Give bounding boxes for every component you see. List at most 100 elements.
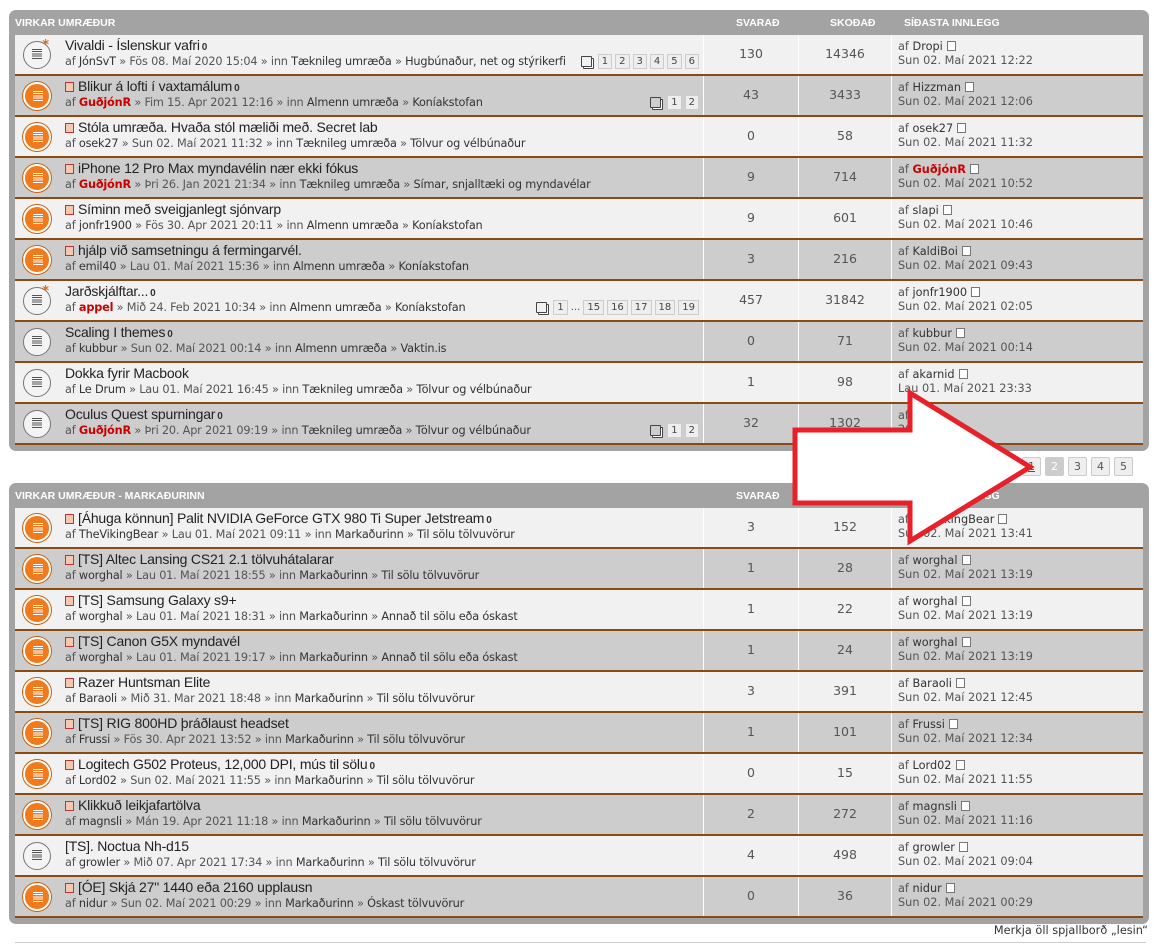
- last-post-author[interactable]: worghal: [912, 636, 958, 649]
- topic-title-link[interactable]: iPhone 12 Pro Max myndavélin nær ekki fó…: [78, 160, 359, 176]
- last-post-author[interactable]: nidur: [912, 882, 942, 895]
- forum-link[interactable]: Markaðurinn: [299, 569, 368, 582]
- last-post-author[interactable]: kubbur: [912, 327, 953, 340]
- author-link[interactable]: Le Drum: [78, 383, 126, 396]
- last-post-author[interactable]: akarnid: [912, 368, 955, 381]
- author-link[interactable]: osek27: [78, 137, 119, 150]
- forum-link[interactable]: Markaðurinn: [301, 815, 371, 828]
- subforum-link[interactable]: Til sölu tölvuvörur: [417, 528, 515, 541]
- subforum-link[interactable]: Vaktin.is: [400, 342, 447, 355]
- go-to-last-post-icon[interactable]: [945, 883, 955, 893]
- last-post-author[interactable]: Frussi: [912, 718, 945, 731]
- topic-title-link[interactable]: Stóla umræða. Hvaða stól mæliði með. Sec…: [78, 119, 378, 135]
- page-link[interactable]: 15: [583, 300, 605, 315]
- subforum-link[interactable]: Koníakstofan: [395, 301, 466, 314]
- forum-link[interactable]: Almenn umræða: [293, 260, 385, 273]
- new-post-icon[interactable]: [65, 514, 74, 524]
- last-post-author[interactable]: Hizzman: [912, 81, 962, 94]
- new-post-icon[interactable]: [65, 555, 74, 565]
- subforum-link[interactable]: Til sölu tölvuvörur: [381, 569, 480, 582]
- last-post-author[interactable]: worghal: [912, 554, 958, 567]
- page-link[interactable]: 2: [615, 54, 630, 69]
- last-post-author[interactable]: Lord02: [912, 759, 952, 772]
- topic-title-link[interactable]: Dokka fyrir Macbook: [65, 365, 189, 381]
- go-to-last-post-icon[interactable]: [965, 82, 975, 92]
- forum-link[interactable]: Tæknileg umræða: [302, 383, 403, 396]
- last-post-author[interactable]: GuðjónR: [912, 163, 966, 176]
- new-post-icon[interactable]: [65, 678, 74, 688]
- forum-link[interactable]: Markaðurinn: [295, 856, 365, 869]
- last-post-author[interactable]: growler: [912, 841, 955, 854]
- topic-title-link[interactable]: [TS] RIG 800HD þráðlaust headset: [78, 715, 289, 731]
- forum-link[interactable]: Almenn umræða: [306, 219, 399, 232]
- page-link[interactable]: 2: [684, 95, 699, 110]
- page-link[interactable]: 17: [630, 300, 652, 315]
- page-link[interactable]: 19: [678, 300, 699, 315]
- go-to-last-post-icon[interactable]: [960, 801, 970, 811]
- subforum-link[interactable]: Til sölu tölvuvörur: [367, 733, 465, 746]
- author-link[interactable]: JónSvT: [78, 55, 116, 68]
- go-to-last-post-icon[interactable]: [955, 760, 965, 770]
- topic-title-link[interactable]: Scaling I themes: [65, 324, 166, 340]
- mark-all-read-link[interactable]: Merkja öll spjallborð „lesin“: [993, 924, 1148, 937]
- page-link[interactable]: 1: [667, 423, 682, 438]
- forum-link[interactable]: Markaðurinn: [285, 897, 354, 910]
- author-link[interactable]: GuðjónR: [78, 96, 131, 109]
- forum-link[interactable]: Tæknileg umræða: [299, 178, 401, 191]
- go-to-last-post-icon[interactable]: [942, 205, 952, 215]
- go-to-last-post-icon[interactable]: [961, 637, 971, 647]
- subforum-link[interactable]: Tölvur og vélbúnaður: [415, 424, 531, 437]
- last-post-author[interactable]: KaldiBoi: [912, 245, 958, 258]
- go-to-last-post-icon[interactable]: [961, 246, 971, 256]
- topic-title-link[interactable]: [TS] Samsung Galaxy s9+: [78, 592, 237, 608]
- new-post-icon[interactable]: [65, 246, 74, 256]
- forum-link[interactable]: Almenn umræða: [306, 96, 399, 109]
- subforum-link[interactable]: Óskast tölvuvörur: [367, 897, 465, 910]
- page-link[interactable]: 3: [632, 54, 647, 69]
- go-to-last-post-icon[interactable]: [948, 719, 958, 729]
- new-post-icon[interactable]: [65, 719, 74, 729]
- topic-title-link[interactable]: Klikkuð leikjafartölva: [78, 797, 201, 813]
- go-to-last-post-icon[interactable]: [955, 678, 965, 688]
- go-to-last-post-icon[interactable]: [961, 555, 971, 565]
- new-post-icon[interactable]: [65, 82, 74, 92]
- author-link[interactable]: emil40: [78, 260, 117, 273]
- forum-link[interactable]: Almenn umræða: [295, 342, 387, 355]
- topic-title-link[interactable]: Logitech G502 Proteus, 12,000 DPI, mús t…: [78, 756, 368, 772]
- author-link[interactable]: kubbur: [78, 342, 118, 355]
- new-post-icon[interactable]: [65, 205, 74, 215]
- forum-link[interactable]: Tæknileg umræða: [296, 137, 397, 150]
- new-post-icon[interactable]: [65, 801, 74, 811]
- forum-link[interactable]: Markaðurinn: [299, 651, 368, 664]
- go-to-last-post-icon[interactable]: [956, 328, 966, 338]
- subforum-link[interactable]: Til sölu tölvuvörur: [376, 774, 475, 787]
- new-post-icon[interactable]: [65, 123, 74, 133]
- author-link[interactable]: Baraoli: [78, 692, 117, 705]
- subforum-link[interactable]: Til sölu tölvuvörur: [376, 692, 475, 705]
- topic-title-link[interactable]: [ÓE] Skjá 27" 1440 eða 2160 upplausn: [78, 879, 313, 895]
- page-link[interactable]: 1: [553, 300, 568, 315]
- go-to-last-post-icon[interactable]: [971, 287, 981, 297]
- topic-title-link[interactable]: Vivaldi - Íslenskur vafri: [65, 37, 200, 53]
- topic-title-link[interactable]: hjálp við samsetningu á fermingarvél.: [78, 242, 302, 258]
- page-link[interactable]: 5: [667, 54, 682, 69]
- last-post-author[interactable]: slapi: [912, 204, 939, 217]
- topic-title-link[interactable]: [Áhuga könnun] Palit NVIDIA GeForce GTX …: [78, 510, 485, 526]
- go-to-last-post-icon[interactable]: [946, 41, 956, 51]
- subforum-link[interactable]: Tölvur og vélbúnaður: [410, 137, 526, 150]
- author-link[interactable]: worghal: [78, 610, 123, 623]
- last-post-author[interactable]: magnsli: [912, 800, 957, 813]
- page-3-button[interactable]: 3: [1068, 457, 1087, 476]
- topic-title-link[interactable]: Razer Huntsman Elite: [78, 674, 211, 690]
- page-link[interactable]: 1: [667, 95, 682, 110]
- subforum-link[interactable]: Koníakstofan: [412, 96, 483, 109]
- go-to-last-post-icon[interactable]: [958, 842, 968, 852]
- page-link[interactable]: 16: [607, 300, 628, 315]
- forum-link[interactable]: Markaðurinn: [294, 692, 364, 705]
- author-link[interactable]: jonfr1900: [78, 219, 132, 232]
- last-post-author[interactable]: Baraoli: [912, 677, 952, 690]
- forum-link[interactable]: Tæknileg umræða: [301, 424, 403, 437]
- subforum-link[interactable]: Símar, snjalltæki og myndavélar: [413, 178, 591, 191]
- topic-title-link[interactable]: Blikur á lofti í vaxtamálum: [78, 78, 233, 94]
- author-link[interactable]: magnsli: [78, 815, 122, 828]
